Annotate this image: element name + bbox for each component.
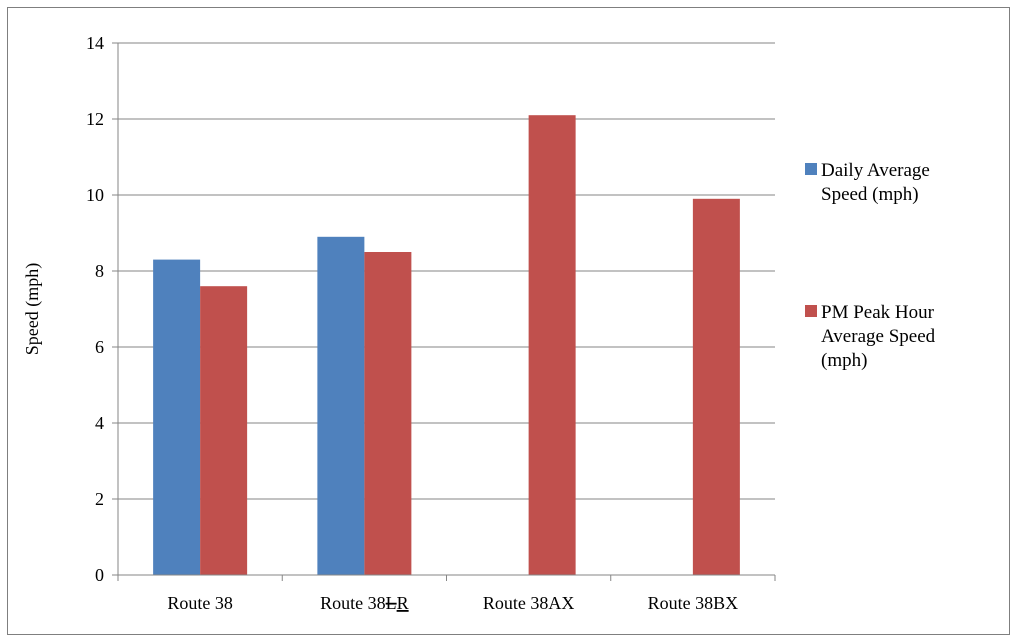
bar <box>528 115 576 575</box>
y-tick-label: 2 <box>95 489 104 509</box>
bars <box>153 115 740 576</box>
x-tick-label: Route 38 <box>167 593 233 613</box>
bar <box>692 198 740 576</box>
y-tick-label: 0 <box>95 565 104 585</box>
x-tick-label: Route 38AX <box>483 593 575 613</box>
chart-frame: 0 2 4 6 8 10 12 14 Route 38 Route 38LR Route 38AX… <box>7 7 1010 635</box>
x-tick-labels: Route 38 Route 38LR Route 38AX Route 38BX <box>167 593 738 613</box>
x-tick-label: Route 38BX <box>648 593 739 613</box>
bar <box>200 286 248 575</box>
legend: Daily Average Speed (mph) PM Peak Hour Aver… <box>805 160 936 371</box>
bar-chart: 0 2 4 6 8 10 12 14 Route 38 Route 38LR Route 38AX… <box>22 33 936 613</box>
y-tick-label: 8 <box>95 261 104 281</box>
y-tick-label: 6 <box>95 337 104 357</box>
bar <box>317 236 365 576</box>
y-tick-labels: 0 2 4 6 8 10 12 14 <box>86 33 104 585</box>
axes <box>112 42 776 581</box>
y-tick-label: 10 <box>86 185 104 205</box>
bar <box>364 252 412 575</box>
x-tick-label: Route 38LR <box>320 593 409 613</box>
legend-swatch <box>805 163 817 175</box>
y-tick-label: 14 <box>86 33 104 53</box>
legend-item: PM Peak Hour Average Speed (mph) <box>805 302 936 371</box>
bar <box>153 259 201 575</box>
y-axis-title: Speed (mph) <box>22 263 43 355</box>
legend-item: Daily Average Speed (mph) <box>805 160 930 205</box>
y-tick-label: 4 <box>95 413 104 433</box>
legend-swatch <box>805 305 817 317</box>
legend-label: PM Peak Hour Average Speed (mph) <box>821 302 936 371</box>
y-tick-label: 12 <box>86 109 104 129</box>
legend-label: Daily Average Speed (mph) <box>821 160 930 205</box>
